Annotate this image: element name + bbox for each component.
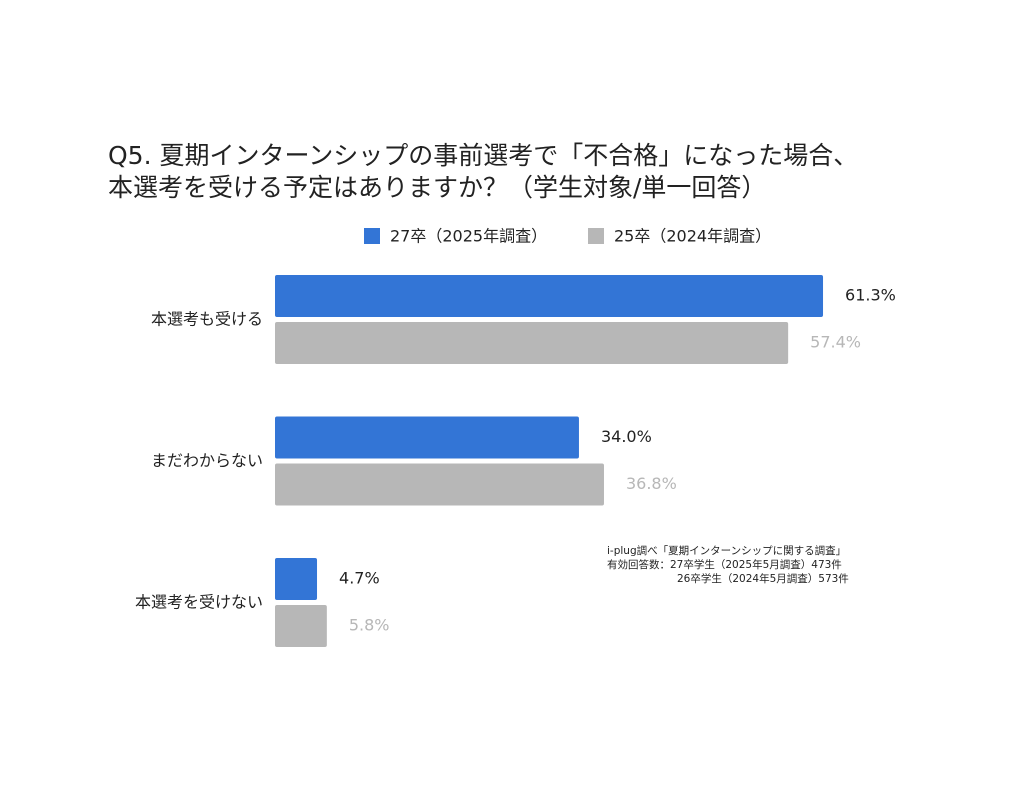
- value-label: 61.3%: [845, 286, 896, 305]
- chart-title: Q5. 夏期インターンシップの事前選考で「不合格」になった場合、: [108, 141, 858, 170]
- category-label: 本選考を受けない: [135, 593, 263, 612]
- note: i-plug調べ「夏期インターンシップに関する調査」: [607, 544, 846, 557]
- chart-title: 本選考を受ける予定はありますか？（学生対象/単一回答）: [108, 173, 766, 202]
- legend-label: 27卒（2025年調査）: [390, 227, 547, 246]
- value-label: 34.0%: [601, 427, 652, 446]
- note: 26卒学生（2024年5月調査）573件: [677, 572, 849, 585]
- bar: [275, 416, 579, 459]
- bar: [275, 463, 604, 506]
- legend-swatch: [588, 228, 604, 244]
- bar: [275, 558, 318, 600]
- bar: [275, 322, 789, 364]
- category-label: 本選考も受ける: [151, 310, 263, 329]
- value-label: 36.8%: [626, 474, 677, 493]
- legend-label: 25卒（2024年調査）: [614, 227, 771, 246]
- value-label: 4.7%: [339, 569, 380, 588]
- bar: [275, 605, 327, 647]
- note: 有効回答数：27卒学生（2025年5月調査）473件: [607, 558, 842, 571]
- value-label: 5.8%: [349, 616, 390, 635]
- legend-swatch: [364, 228, 380, 244]
- category-label: まだわからない: [151, 451, 263, 470]
- bar: [275, 275, 824, 317]
- value-label: 57.4%: [810, 333, 861, 352]
